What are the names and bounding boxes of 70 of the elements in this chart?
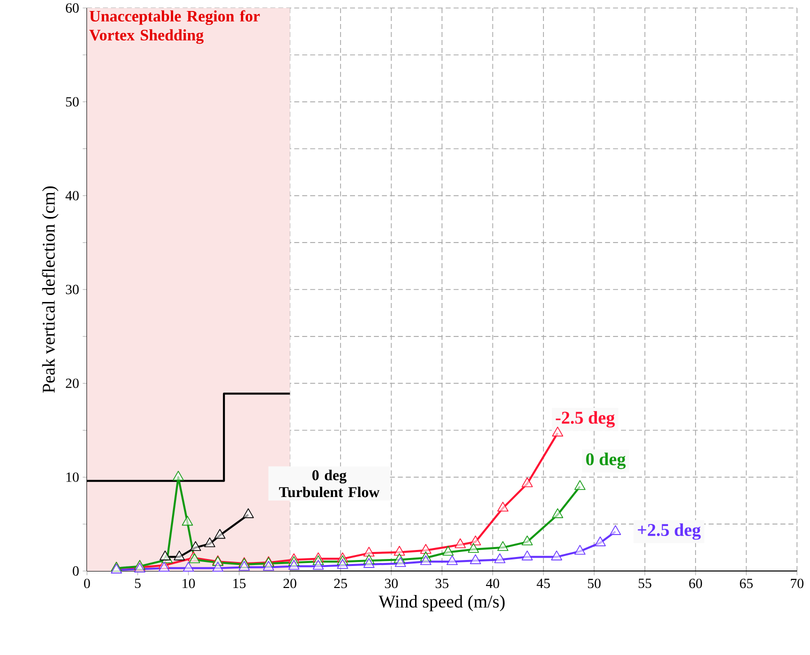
series-label: -2.5 deg <box>556 411 615 428</box>
point <box>470 554 482 564</box>
point <box>394 557 406 567</box>
point <box>262 560 274 571</box>
point <box>158 562 170 572</box>
point <box>522 536 533 546</box>
point <box>212 562 224 572</box>
x-tick-label: 25 <box>334 578 348 588</box>
x-tick-label: 35 <box>436 578 448 588</box>
y-tick-label: 50 <box>66 97 79 107</box>
point <box>182 562 194 572</box>
point <box>442 546 454 556</box>
x-tick-label: 30 <box>384 578 398 588</box>
point <box>242 508 254 518</box>
x-tick-label: 70 <box>790 578 804 588</box>
point <box>363 546 375 557</box>
point <box>190 541 202 551</box>
x-tick-label: 40 <box>486 578 500 588</box>
point <box>497 541 508 551</box>
y-tick-label: 30 <box>66 284 79 294</box>
point <box>594 536 606 546</box>
y-axis-title: Peak vertical deflection (cm) <box>42 186 58 393</box>
x-tick-label: 15 <box>233 578 246 588</box>
point <box>574 544 586 555</box>
band-label: Unacceptable Region for Vortex Shedding <box>89 10 260 44</box>
point <box>552 426 564 436</box>
x-tick-label: 65 <box>740 578 753 588</box>
x-tick-label: 0 <box>84 578 90 588</box>
point <box>394 546 405 556</box>
x-tick-label: 60 <box>689 578 702 588</box>
point <box>420 544 432 554</box>
text: 0 deg Turbulent Flow <box>279 470 380 498</box>
series-label: 0 deg <box>586 452 626 470</box>
x-tick-label: 50 <box>588 578 601 588</box>
point <box>204 537 216 548</box>
point <box>174 550 185 560</box>
point <box>497 502 508 512</box>
x-tick-label: 20 <box>283 578 296 588</box>
x-tick-label: 45 <box>536 578 550 588</box>
x-tick-label: 10 <box>182 578 195 588</box>
point <box>337 558 348 569</box>
x-tick-label: 55 <box>638 578 652 588</box>
point <box>470 536 482 546</box>
point <box>238 560 250 571</box>
point <box>522 550 533 560</box>
point <box>446 555 458 566</box>
y-tick-label: 20 <box>66 378 79 388</box>
x-axis-title: Wind speed (m/s) <box>378 595 505 612</box>
point <box>454 538 466 548</box>
y-tick-label: 10 <box>66 472 79 482</box>
point <box>160 550 171 560</box>
point <box>288 560 300 570</box>
y-tick-label: 60 <box>66 3 79 13</box>
point <box>552 508 564 518</box>
point <box>494 553 506 564</box>
y-tick-label: 0 <box>72 566 79 576</box>
point <box>610 525 622 535</box>
point <box>214 528 226 539</box>
series-label: +2.5 deg <box>638 523 701 540</box>
y-tick-label: 40 <box>66 190 79 200</box>
point <box>522 477 533 488</box>
point <box>363 558 375 568</box>
point <box>182 516 193 526</box>
point <box>312 560 324 570</box>
point <box>468 543 480 553</box>
point <box>420 555 432 566</box>
x-tick-label: 5 <box>135 578 141 588</box>
point <box>574 480 586 490</box>
point <box>551 550 562 560</box>
point <box>172 470 184 481</box>
